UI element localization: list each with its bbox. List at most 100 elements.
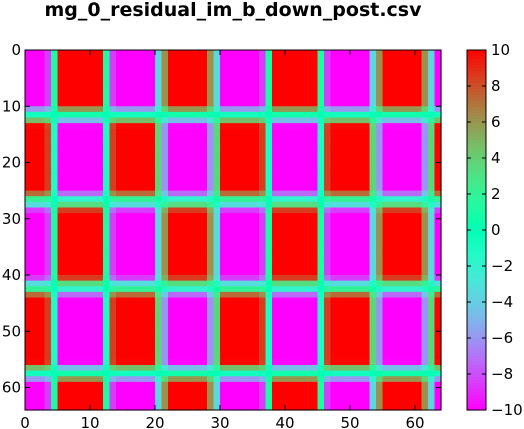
heatmap-cell: [291, 151, 299, 158]
heatmap-cell: [194, 280, 202, 287]
heatmap-cell: [272, 55, 280, 62]
heatmap-cell: [70, 162, 78, 169]
colorbar-segment: [467, 80, 486, 84]
colorbar-tick-label: −6: [491, 329, 513, 347]
heatmap-cell: [168, 140, 176, 147]
heatmap-cell: [70, 224, 78, 231]
heatmap-cell: [421, 100, 429, 107]
heatmap-cell: [83, 258, 91, 265]
heatmap-cell: [389, 342, 397, 349]
heatmap-cell: [64, 252, 72, 259]
x-tick-label: 10: [80, 414, 99, 429]
heatmap-cell: [161, 308, 169, 315]
heatmap-cell: [116, 190, 124, 197]
heatmap-cell: [389, 387, 397, 394]
heatmap-cell: [213, 128, 221, 135]
heatmap-cell: [129, 66, 137, 74]
heatmap-cell: [194, 359, 202, 366]
heatmap-cell: [434, 353, 442, 360]
heatmap-cell: [148, 173, 156, 180]
heatmap-cell: [356, 100, 364, 107]
heatmap-cell: [109, 106, 117, 113]
heatmap-cell: [83, 291, 91, 299]
heatmap-cell: [317, 95, 325, 102]
heatmap-cell: [337, 303, 345, 310]
heatmap-cell: [382, 89, 390, 96]
heatmap-cell: [246, 381, 254, 389]
heatmap-cell: [402, 291, 410, 299]
heatmap-cell: [207, 359, 215, 366]
heatmap-cell: [434, 320, 442, 327]
heatmap-cell: [350, 303, 358, 310]
heatmap-cell: [116, 263, 124, 270]
heatmap-cell: [161, 72, 169, 79]
heatmap-cell: [51, 235, 59, 242]
heatmap-cell: [239, 66, 247, 74]
heatmap-cell: [233, 370, 241, 377]
heatmap-cell: [57, 398, 65, 405]
heatmap-cell: [239, 145, 247, 152]
heatmap-cell: [259, 365, 267, 372]
heatmap-cell: [402, 95, 410, 102]
heatmap-cell: [51, 162, 59, 169]
heatmap-cell: [129, 134, 137, 141]
heatmap-cell: [434, 213, 442, 220]
heatmap-cell: [343, 207, 351, 214]
heatmap-cell: [161, 404, 169, 411]
heatmap-cell: [363, 145, 371, 152]
heatmap-cell: [265, 173, 273, 180]
heatmap-cell: [83, 145, 91, 152]
heatmap-cell: [285, 297, 293, 304]
heatmap-cell: [168, 168, 176, 175]
heatmap-cell: [38, 201, 46, 209]
heatmap-cell: [395, 348, 403, 355]
heatmap-cell: [168, 246, 176, 254]
heatmap-cell: [135, 55, 143, 62]
heatmap-cell: [116, 224, 124, 231]
heatmap-cell: [233, 140, 241, 147]
heatmap-cell: [90, 66, 98, 74]
heatmap-cell: [38, 387, 46, 394]
heatmap-cell: [434, 66, 442, 74]
heatmap-cell: [155, 145, 163, 152]
heatmap-cell: [174, 393, 182, 400]
heatmap-cell: [44, 393, 52, 400]
heatmap-cell: [324, 111, 332, 119]
heatmap-cell: [298, 61, 306, 68]
heatmap-cell: [213, 179, 221, 186]
heatmap-cell: [161, 156, 169, 164]
heatmap-cell: [246, 156, 254, 164]
heatmap-cell: [129, 156, 137, 164]
heatmap-cell: [213, 145, 221, 152]
heatmap-cell: [213, 404, 221, 411]
heatmap-cell: [220, 280, 228, 287]
heatmap-cell: [356, 218, 364, 225]
heatmap-cell: [70, 196, 78, 203]
colorbar-segment: [467, 281, 486, 285]
heatmap-cell: [103, 224, 111, 231]
heatmap-cell: [389, 359, 397, 366]
heatmap-cell: [421, 252, 429, 259]
heatmap-cell: [51, 342, 59, 349]
heatmap-cell: [350, 66, 358, 74]
heatmap-cell: [129, 235, 137, 242]
heatmap-cell: [395, 50, 403, 57]
heatmap-cell: [129, 275, 137, 282]
heatmap-cell: [402, 348, 410, 355]
heatmap-cell: [142, 320, 150, 327]
heatmap-cell: [421, 320, 429, 327]
heatmap-cell: [51, 387, 59, 394]
heatmap-cell: [155, 246, 163, 254]
heatmap-cell: [428, 314, 436, 321]
heatmap-cell: [122, 241, 130, 248]
heatmap-cell: [382, 303, 390, 310]
heatmap-cell: [246, 258, 254, 265]
heatmap-cell: [31, 297, 39, 304]
heatmap-cell: [64, 106, 72, 113]
heatmap-cell: [155, 365, 163, 372]
heatmap-cell: [226, 134, 234, 141]
heatmap-cell: [252, 213, 260, 220]
heatmap-cell: [148, 72, 156, 79]
heatmap-cell: [213, 376, 221, 383]
heatmap-cell: [64, 117, 72, 124]
